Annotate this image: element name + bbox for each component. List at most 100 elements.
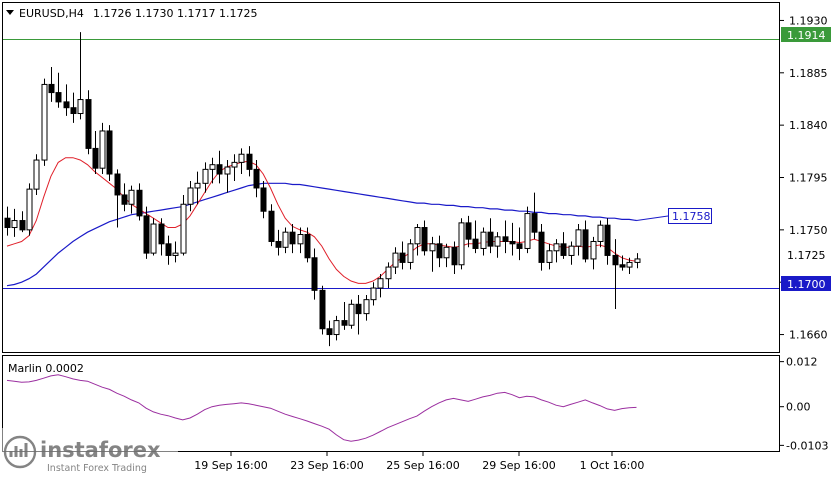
candle (414, 224, 421, 256)
candle-body-bull (77, 99, 84, 115)
candle (246, 146, 253, 177)
time-axis: 19 Sep 16:00 23 Sep 16:00 25 Sep 16:00 29 S… (194, 451, 644, 472)
candle (509, 222, 516, 256)
candle-body-bear (70, 107, 77, 115)
price-tick-label: 1.1660 (789, 329, 828, 342)
candle (538, 224, 545, 271)
candle-body-bull (231, 161, 238, 168)
oscillator (6, 374, 637, 442)
candle-body-bear (165, 243, 172, 256)
candle-body-bear (538, 231, 545, 263)
candle (202, 162, 209, 193)
candle-body-bull (385, 266, 392, 280)
collapse-triangle-icon[interactable] (6, 10, 14, 15)
candle-body-bear (421, 227, 428, 252)
candle-body-bull (209, 164, 216, 170)
candle (472, 220, 479, 254)
candle (114, 169, 121, 228)
candle-body-bull (26, 188, 33, 231)
candle (502, 220, 509, 254)
candle-body-bear (502, 236, 509, 242)
candle-body-bull (99, 130, 106, 169)
candle-body-bear (260, 187, 267, 212)
candle (158, 218, 165, 256)
candle-body-bear (4, 217, 11, 229)
candle-body-bear (319, 289, 326, 330)
candle (99, 122, 106, 175)
candle (553, 239, 560, 263)
candle (363, 294, 370, 321)
candle (348, 299, 355, 329)
candle (326, 320, 333, 347)
ohlc-values: 1.1726 1.1730 1.1717 1.1725 (93, 7, 257, 20)
candle (282, 227, 289, 254)
candles (4, 32, 641, 347)
candle (487, 218, 494, 254)
candle-body-bull (480, 231, 487, 249)
candle-body-bull (41, 83, 48, 161)
ma-badge-connector (636, 215, 669, 222)
logo-mark-icon (3, 435, 37, 469)
candle-body-bear (48, 83, 55, 94)
candle-body-bear (106, 130, 113, 175)
candle-body-bull (238, 153, 245, 163)
candle (33, 154, 40, 195)
main-plot-frame (2, 2, 780, 353)
candle-body-bear (531, 213, 538, 233)
candle-body-bull (33, 159, 40, 190)
candle (289, 224, 296, 254)
svg-text:1.1700: 1.1700 (787, 278, 826, 291)
candle (41, 78, 48, 166)
candle-body-bear (311, 257, 318, 291)
candle-body-bull (429, 243, 436, 252)
candle-body-bear (55, 92, 62, 103)
marlin-line (6, 374, 637, 442)
candle (604, 218, 611, 265)
candle-body-bull (224, 166, 231, 175)
candle (399, 241, 406, 270)
candle (55, 72, 62, 108)
candle-body-bull (494, 236, 501, 247)
candle-body-bear (136, 189, 143, 217)
candle (238, 148, 245, 175)
candle-body-bear (612, 254, 619, 266)
candle (546, 243, 553, 270)
candle-body-bear (268, 210, 275, 242)
candle-body-bear (143, 215, 150, 254)
candle (106, 125, 113, 181)
candle (568, 241, 575, 265)
candle-body-bear (121, 194, 128, 205)
candle-body-bull (172, 252, 179, 256)
candle-body-bull (524, 213, 531, 249)
candle-body-bear (253, 168, 260, 189)
horizontal-lines[interactable] (3, 39, 779, 289)
candle-body-bull (128, 189, 135, 205)
candle (143, 206, 150, 259)
candle (407, 239, 414, 270)
candle-body-bear (19, 220, 26, 231)
candle (385, 262, 392, 289)
candle (582, 220, 589, 263)
candle-body-bear (341, 320, 348, 326)
price-tick-label: 1.1885 (789, 67, 828, 80)
candle-body-bull (377, 278, 384, 289)
candle-body-bear (451, 246, 458, 266)
candle-body-bear (304, 234, 311, 259)
candle (216, 150, 223, 184)
instaforex-logo: instaforex Instant Forex Trading (0, 428, 178, 474)
badge-blue-line-level: 1.1700 (781, 276, 831, 291)
candle (590, 236, 597, 270)
candle-body-bear (355, 303, 362, 315)
candle (304, 227, 311, 263)
candle (458, 218, 465, 270)
osc-tick-label: 0.012 (786, 356, 818, 369)
candle-body-bear (114, 173, 121, 196)
candle (436, 235, 443, 268)
candle-body-bear (326, 328, 333, 336)
candle-body-bull (597, 224, 604, 242)
candle (92, 130, 99, 175)
candle (11, 208, 18, 237)
candle (231, 154, 238, 181)
